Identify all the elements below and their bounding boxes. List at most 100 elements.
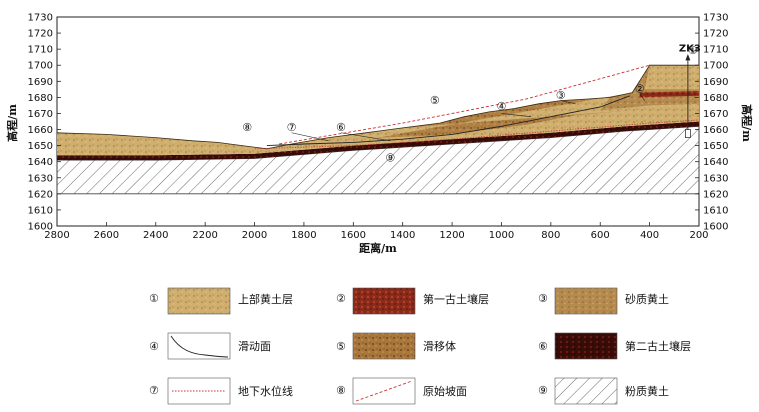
legend-swatch-first-paleosol	[352, 287, 416, 315]
x-tick-label: 2800	[44, 230, 69, 241]
x-tick-label: 400	[640, 230, 659, 241]
y-axis-label-right: 高程/m	[740, 104, 754, 142]
legend-num-4: ④	[149, 340, 159, 353]
stratigraphic-layers: ZK3	[56, 44, 701, 195]
first-paleosol-layer	[639, 91, 699, 98]
y-tick-label-left: 1630	[28, 173, 53, 184]
legend-label-7: 地下水位线	[238, 384, 293, 398]
legend-swatch-second-paleosol	[554, 332, 618, 360]
x-tick-label: 1800	[291, 230, 316, 241]
y-tick-label-left: 1620	[28, 189, 53, 200]
y-tick-label-right: 1650	[703, 141, 728, 152]
legend-label-2: 第一古土壤层	[423, 292, 489, 306]
legend-label-4: 滑动面	[238, 340, 271, 353]
legend-label-8: 原始坡面	[423, 384, 467, 398]
marker-leader-line	[501, 113, 532, 117]
legend-label-5: 滑移体	[423, 339, 456, 353]
x-tick-label: 2200	[192, 230, 217, 241]
marker-leader-line	[560, 100, 576, 105]
legend-num-6: ⑥	[538, 340, 548, 353]
layer-marker: ⑧	[242, 121, 252, 134]
y-tick-label-left: 1600	[28, 222, 53, 233]
legend-num-3: ③	[538, 292, 548, 305]
cross-section-plot: ZK3 2800 2600 2400 2200 2000 1800 1600 1400 1200…	[28, 13, 729, 242]
crest-upper-loess	[644, 65, 699, 90]
y-tick-label-left: 1700	[28, 61, 53, 72]
legend-num-2: ②	[336, 292, 346, 305]
x-tick-label: 1200	[439, 230, 464, 241]
y-tick-label-left: 1660	[28, 125, 53, 136]
borehole-zk3-arrow	[685, 53, 691, 61]
x-tick-label: 2000	[242, 230, 267, 241]
layer-marker: ①	[688, 44, 698, 57]
layer-marker: ③	[556, 89, 566, 102]
x-tick-label: 1600	[341, 230, 366, 241]
layer-number-markers: ① ② ③ ④ ⑤ ⑥ ⑦ ⑧ ⑨	[242, 44, 698, 165]
legend-label-9: 粉质黄土	[625, 384, 669, 398]
y-tick-label-right: 1660	[703, 125, 728, 136]
x-tick-label: 200	[689, 230, 708, 241]
layer-marker: ④	[497, 100, 507, 113]
y-tick-label-right: 1600	[703, 222, 728, 233]
y-tick-label-right: 1720	[703, 29, 728, 40]
marker-leader-line	[340, 132, 391, 142]
legend-swatch-slide-mass	[352, 332, 416, 360]
legend-label-6: 第二古土壤层	[625, 339, 691, 353]
y-axis-label-left: 高程/m	[5, 104, 19, 142]
legend: ① 上部黄土层 ② 第一古土壤层 ③ 砂质黄土 ④ 滑动面 ⑤ 滑移体 ⑥ 第二…	[149, 287, 691, 405]
borehole-zk3-bottom	[685, 129, 691, 138]
borehole-zk3-label: ZK3	[679, 44, 701, 55]
layer-marker: ⑤	[430, 94, 440, 107]
layer-marker: ⑥	[336, 121, 346, 134]
y-tick-label-left: 1680	[28, 93, 53, 104]
original-slope-line	[279, 64, 650, 145]
slide-mass-body	[378, 92, 633, 138]
legend-num-7: ⑦	[149, 384, 159, 397]
y-tick-label-right: 1730	[703, 13, 728, 24]
marker-leader-line	[291, 132, 329, 142]
layer-marker: ⑨	[385, 152, 395, 165]
legend-num-1: ①	[149, 292, 159, 305]
legend-swatch-sandy-loess	[554, 287, 618, 315]
legend-swatch-slip-surface	[167, 332, 231, 360]
x-tick-label: 800	[541, 230, 560, 241]
legend-label-1: 上部黄土层	[238, 292, 293, 306]
x-tick-label: 1000	[489, 230, 514, 241]
y-tick-label-right: 1690	[703, 77, 728, 88]
legend-num-8: ⑧	[336, 384, 346, 397]
y-tick-label-right: 1710	[703, 45, 728, 56]
y-tick-label-left: 1730	[28, 13, 53, 24]
y-tick-label-right: 1620	[703, 189, 728, 200]
legend-swatch-original-slope	[352, 377, 416, 405]
legend-swatch-silty-loess	[554, 377, 618, 405]
marker-leader-line	[639, 93, 645, 101]
y-tick-label-left: 1690	[28, 77, 53, 88]
y-tick-label-right: 1630	[703, 173, 728, 184]
legend-num-9: ⑨	[538, 384, 548, 397]
second-paleosol-layer	[57, 121, 699, 161]
y-tick-label-left: 1710	[28, 45, 53, 56]
y-tick-label-left: 1720	[28, 29, 53, 40]
legend-label-3: 砂质黄土	[625, 292, 669, 306]
upper-loess-layer	[57, 65, 699, 156]
y-tick-label-left: 1610	[28, 205, 53, 216]
y-tick-label-right: 1610	[703, 205, 728, 216]
x-tick-label: 600	[591, 230, 610, 241]
y-tick-label-right: 1670	[703, 109, 728, 120]
y-tick-label-right: 1680	[703, 93, 728, 104]
x-tick-label: 1400	[390, 230, 415, 241]
layer-marker: ②	[635, 83, 645, 96]
legend-swatch-water-table	[167, 377, 231, 405]
x-axis-label: 距离/m	[359, 241, 397, 255]
y-tick-label-right: 1640	[703, 157, 728, 168]
legend-num-5: ⑤	[336, 340, 346, 353]
x-tick-label: 2600	[94, 230, 119, 241]
y-tick-label-left: 1640	[28, 157, 53, 168]
ground-surface-line	[56, 64, 699, 150]
x-tick-label: 2400	[143, 230, 168, 241]
y-tick-label-left: 1670	[28, 109, 53, 120]
y-tick-label-left: 1650	[28, 141, 53, 152]
legend-swatch-upper-loess	[167, 287, 231, 315]
axis-ticks: 2800 2600 2400 2200 2000 1800 1600 1400 1200 1000…	[28, 13, 729, 242]
